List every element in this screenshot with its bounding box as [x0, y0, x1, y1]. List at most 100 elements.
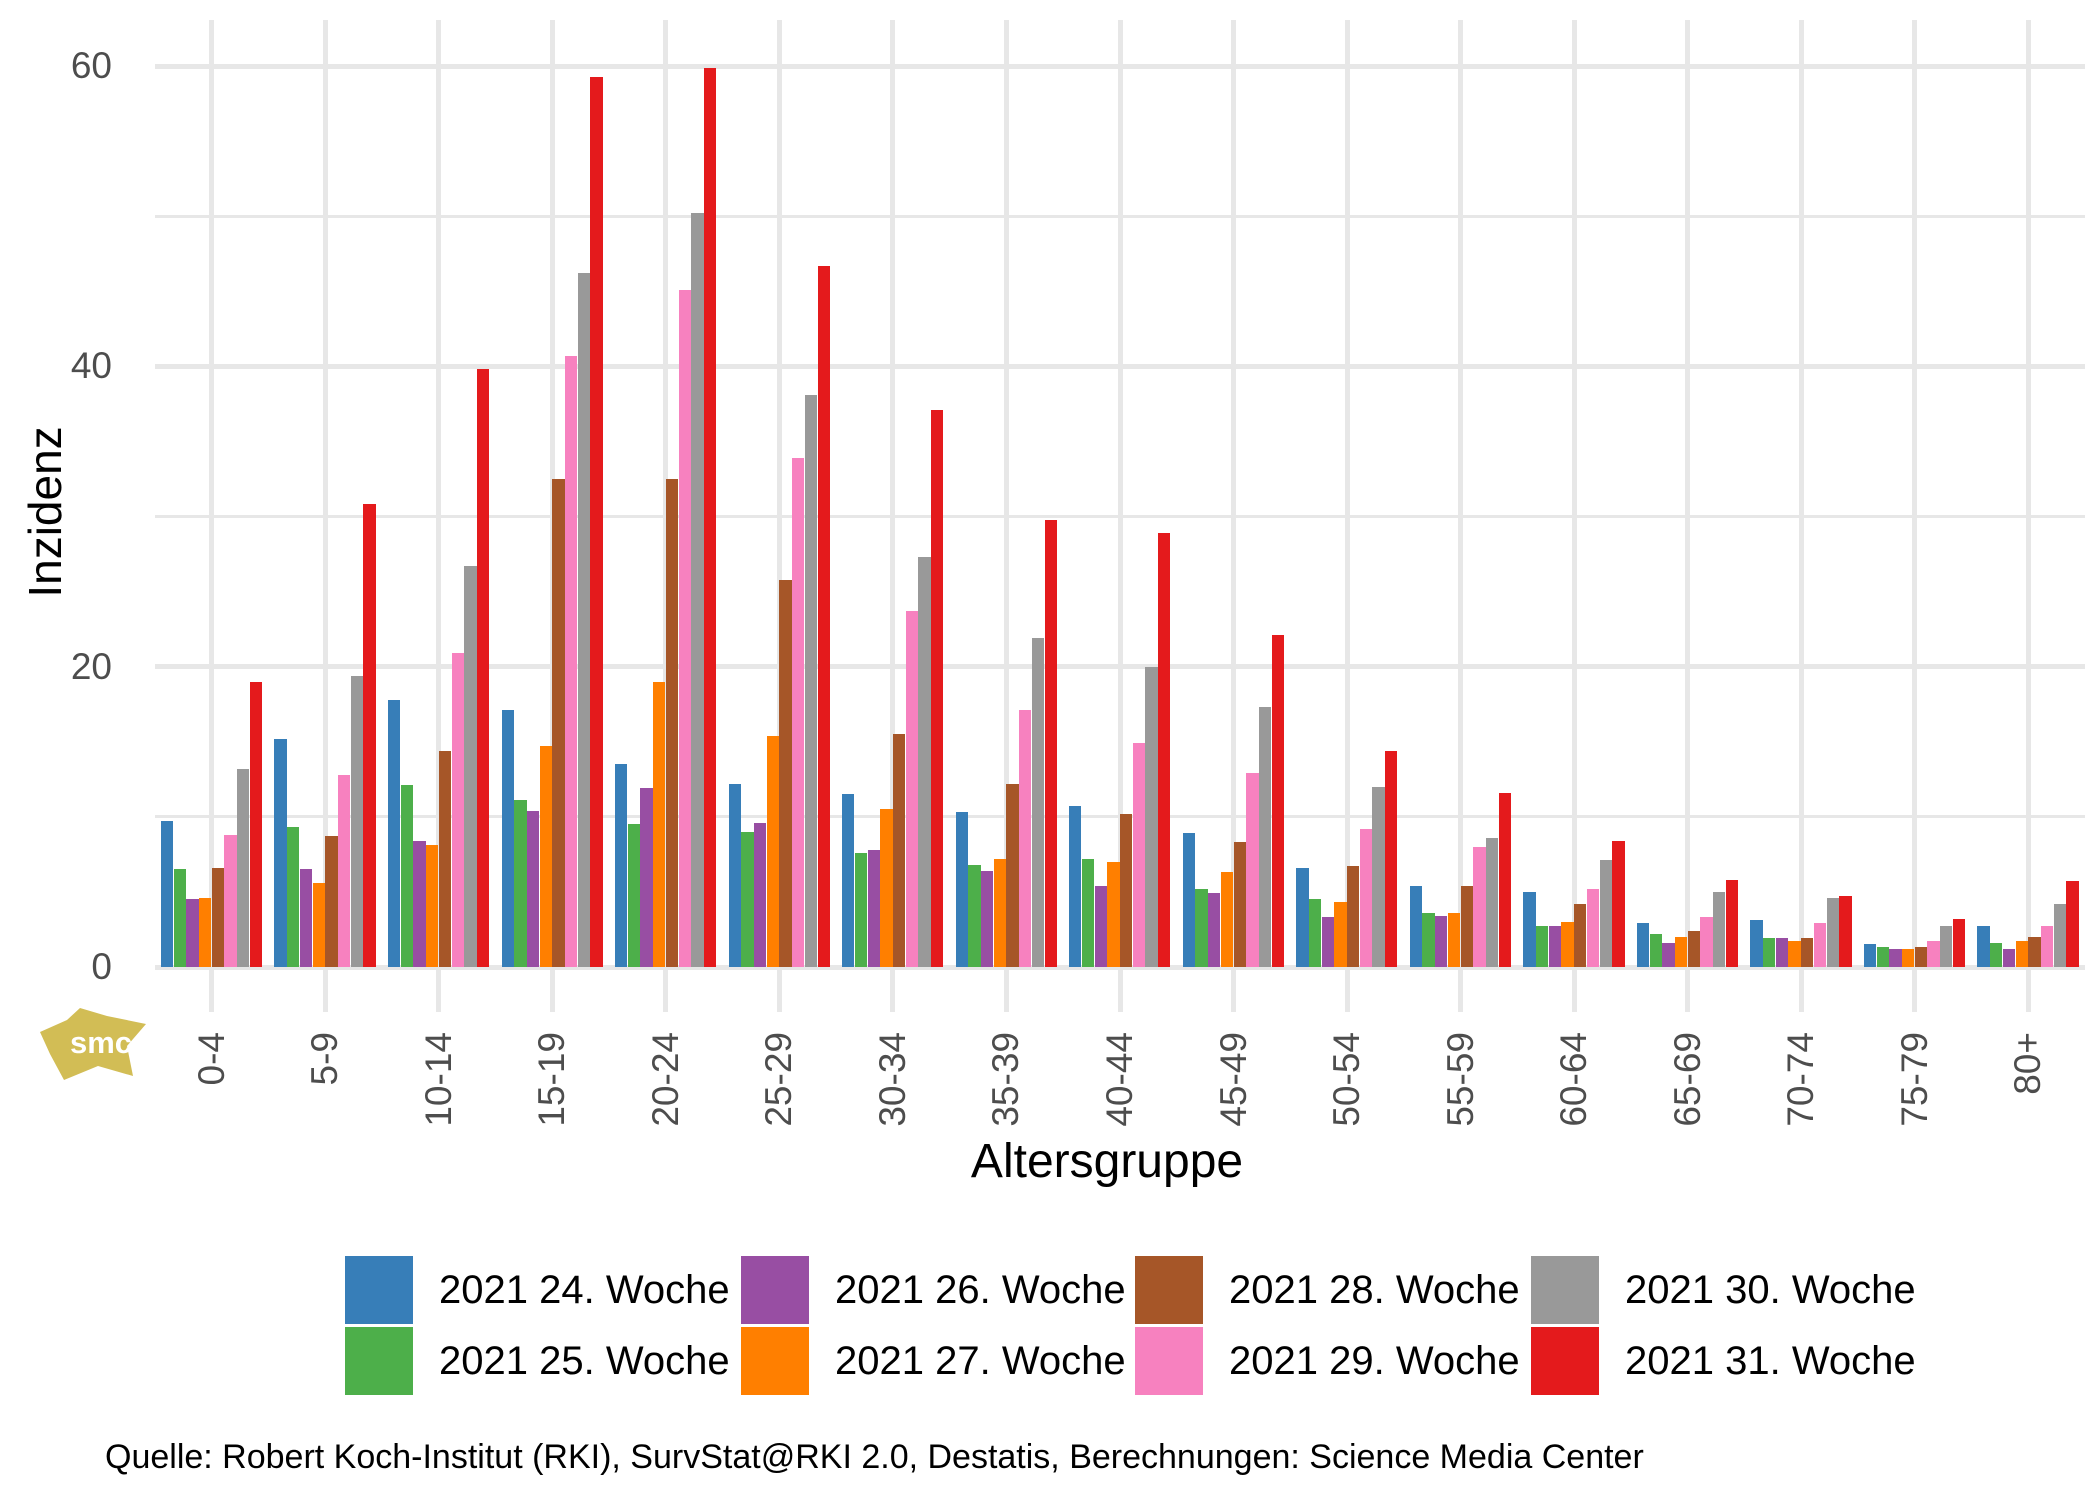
bar-2021-25-woche — [1649, 934, 1662, 967]
bar-2021-30-woche — [1372, 787, 1385, 967]
bar-2021-25-woche — [514, 800, 527, 967]
bar-2021-31-woche — [1612, 841, 1625, 967]
bar-2021-31-woche — [817, 266, 830, 967]
bar-2021-26-woche — [1435, 916, 1448, 967]
bar-2021-28-woche — [1120, 814, 1133, 967]
bar-2021-28-woche — [1347, 866, 1360, 967]
bar-2021-28-woche — [892, 734, 906, 967]
bar-2021-26-woche — [1548, 926, 1561, 967]
bar-2021-25-woche — [1763, 938, 1776, 967]
gridline-vertical — [890, 20, 896, 1012]
bar-2021-30-woche — [350, 676, 363, 967]
bar-2021-29-woche — [1019, 710, 1032, 967]
bar-2021-27-woche — [766, 736, 779, 967]
bar-2021-30-woche — [2053, 904, 2066, 967]
bar-2021-31-woche — [249, 682, 263, 967]
x-tick-label: 60-64 — [1553, 1032, 1595, 1127]
bar-2021-26-woche — [1775, 938, 1789, 967]
bar-2021-30-woche — [464, 566, 477, 967]
gridline-vertical — [209, 20, 215, 1012]
source-text: Quelle: Robert Koch-Institut (RKI), Surv… — [105, 1438, 1644, 1476]
bar-2021-26-woche — [1208, 893, 1221, 967]
bar-2021-25-woche — [1876, 947, 1889, 967]
bar-2021-25-woche — [1990, 943, 2003, 967]
x-tick-label: 5-9 — [304, 1032, 346, 1086]
bar-2021-28-woche — [1914, 947, 1927, 967]
bar-2021-31-woche — [590, 77, 603, 967]
bar-2021-26-woche — [640, 788, 653, 967]
bar-2021-31-woche — [2066, 881, 2079, 967]
x-axis-title: Altersgruppe — [970, 1135, 1244, 1188]
smc-logo-text: smc — [70, 1025, 132, 1060]
bar-2021-25-woche — [173, 869, 186, 967]
legend-swatch — [1531, 1256, 1599, 1324]
y-tick-label: 0 — [91, 946, 112, 987]
bar-2021-27-woche — [880, 809, 893, 967]
bar-2021-28-woche — [438, 751, 452, 967]
x-tick-label: 75-79 — [1893, 1032, 1935, 1127]
gridline-vertical — [322, 20, 328, 1012]
bar-2021-29-woche — [565, 356, 578, 967]
bar-2021-27-woche — [199, 898, 212, 967]
bar-2021-29-woche — [905, 611, 918, 967]
bar-2021-26-woche — [1094, 886, 1107, 967]
y-tick-label: 20 — [70, 645, 112, 687]
bar-2021-27-woche — [1107, 862, 1120, 967]
gridline-vertical — [1117, 20, 1123, 1012]
bar-2021-31-woche — [1044, 520, 1057, 967]
smc-logo: smc — [40, 1008, 146, 1080]
gridline-vertical — [1571, 20, 1577, 1012]
bar-2021-25-woche — [968, 865, 981, 967]
bar-2021-28-woche — [1233, 842, 1246, 967]
bar-2021-25-woche — [400, 785, 414, 967]
legend-label: 2021 30. Woche — [1625, 1268, 1916, 1312]
legend-label: 2021 24. Woche — [439, 1268, 730, 1312]
gridline-vertical — [1003, 20, 1009, 1012]
legend-swatch — [1135, 1256, 1203, 1324]
x-tick-label: 65-69 — [1666, 1032, 1708, 1127]
bar-2021-29-woche — [2040, 926, 2054, 967]
bar-2021-26-woche — [754, 823, 767, 967]
legend-label: 2021 29. Woche — [1229, 1339, 1520, 1383]
bar-2021-31-woche — [1952, 919, 1966, 967]
gridline-vertical — [1912, 20, 1918, 1012]
bar-2021-24-woche — [388, 700, 401, 967]
bar-2021-31-woche — [703, 68, 717, 967]
bar-2021-31-woche — [1498, 793, 1511, 967]
bar-2021-26-woche — [1321, 917, 1334, 967]
gridline-vertical — [436, 20, 442, 1012]
x-tick-label: 80+ — [2007, 1032, 2049, 1095]
legend-label: 2021 26. Woche — [835, 1268, 1126, 1312]
legend-label: 2021 31. Woche — [1625, 1339, 1916, 1383]
bar-2021-27-woche — [2015, 941, 2028, 967]
bar-2021-29-woche — [224, 835, 237, 967]
bar-2021-24-woche — [1296, 868, 1309, 967]
bar-2021-24-woche — [1409, 886, 1423, 967]
bar-2021-31-woche — [1725, 880, 1739, 967]
bar-2021-28-woche — [1574, 904, 1587, 967]
bar-2021-31-woche — [1158, 533, 1171, 967]
gridline-vertical — [1344, 20, 1350, 1012]
bar-2021-25-woche — [1536, 926, 1549, 967]
bar-2021-29-woche — [792, 458, 805, 967]
bar-2021-26-woche — [413, 841, 426, 967]
legend-swatch — [1135, 1327, 1203, 1395]
legend-swatch — [345, 1256, 413, 1324]
bar-2021-26-woche — [299, 869, 313, 967]
bar-2021-29-woche — [1246, 773, 1259, 967]
bar-2021-27-woche — [1788, 941, 1801, 967]
bar-2021-30-woche — [577, 273, 591, 967]
bar-2021-24-woche — [842, 794, 855, 967]
bar-2021-30-woche — [804, 395, 818, 967]
bar-2021-30-woche — [1031, 638, 1045, 967]
legend-label: 2021 25. Woche — [439, 1339, 730, 1383]
x-tick-label: 0-4 — [190, 1032, 232, 1086]
bar-2021-27-woche — [653, 682, 666, 967]
x-tick-label: 25-29 — [758, 1032, 800, 1127]
legend-swatch — [1531, 1327, 1599, 1395]
bar-2021-26-woche — [526, 811, 540, 967]
legend-swatch — [741, 1327, 809, 1395]
bar-2021-30-woche — [1940, 926, 1953, 967]
bar-2021-24-woche — [1863, 944, 1877, 967]
